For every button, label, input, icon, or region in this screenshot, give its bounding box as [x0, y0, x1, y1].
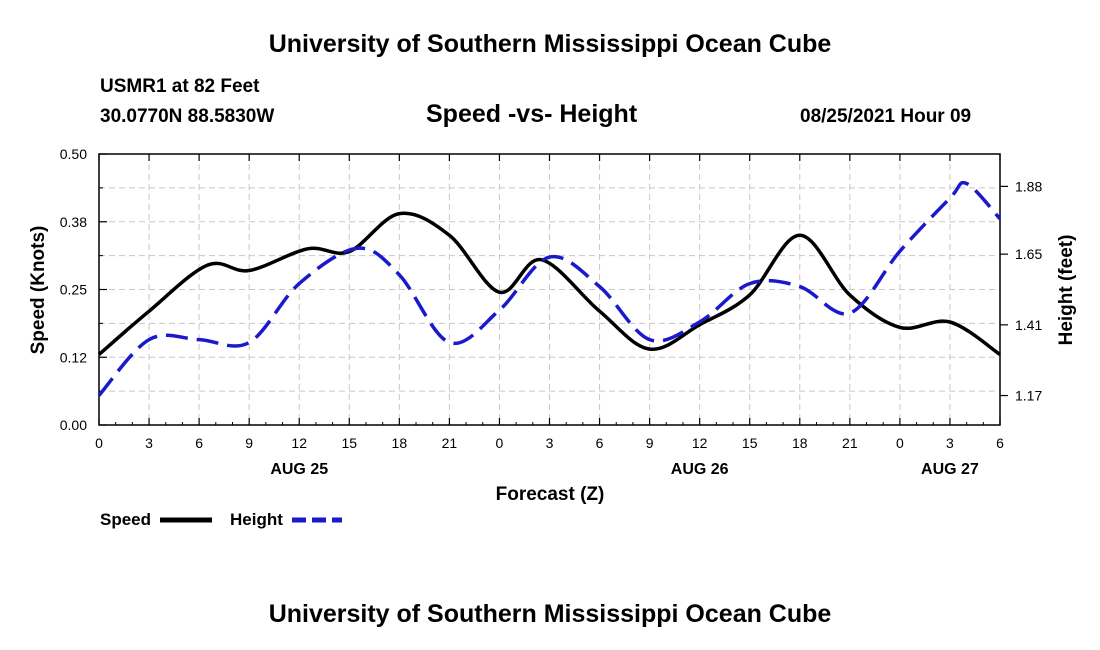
x-tick-label: 0 [896, 435, 904, 451]
series-lines [97, 180, 1002, 397]
top-title: University of Southern Mississippi Ocean… [268, 30, 832, 58]
x-tick-label: 6 [596, 435, 604, 451]
y-left-tick-label: 0.00 [60, 417, 87, 433]
coordinates-label: 30.0770N 88.5830W [100, 106, 275, 127]
y-left-tick-label: 0.50 [60, 146, 87, 162]
y-left-tick-label: 0.38 [60, 214, 87, 230]
x-tick-label: 3 [546, 435, 554, 451]
legend-speed-label: Speed [100, 510, 151, 529]
x-tick-label: 18 [392, 435, 408, 451]
grid-lines [99, 154, 1000, 425]
x-tick-label: 21 [842, 435, 858, 451]
y-right-tick-label: 1.17 [1015, 388, 1042, 404]
y-right-tick-label: 1.65 [1015, 246, 1042, 262]
x-tick-label: 15 [341, 435, 357, 451]
x-tick-label: 6 [195, 435, 203, 451]
x-tick-label: 3 [145, 435, 153, 451]
speed-series-line [97, 211, 1001, 356]
date-label: AUG 25 [270, 461, 328, 478]
x-tick-label: 12 [291, 435, 307, 451]
y-axis-left-label: Speed (Knots) [28, 226, 49, 355]
x-tick-label: 0 [95, 435, 103, 451]
x-tick-label: 9 [646, 435, 654, 451]
x-tick-label: 21 [442, 435, 458, 451]
y-axis-right-label: Height (feet) [1056, 235, 1077, 346]
x-tick-label: 0 [496, 435, 504, 451]
height-series-line [97, 180, 1002, 397]
y-right-tick-label: 1.88 [1015, 178, 1042, 194]
x-tick-label: 15 [742, 435, 758, 451]
x-tick-label: 6 [996, 435, 1004, 451]
x-axis-label: Forecast (Z) [496, 484, 605, 505]
y-left-tick-label: 0.25 [60, 282, 87, 298]
x-tick-label: 18 [792, 435, 808, 451]
date-label: AUG 27 [921, 461, 979, 478]
bottom-title: University of Southern Mississippi Ocean… [268, 600, 832, 628]
plot-title: Speed -vs- Height [426, 100, 638, 128]
y-right-tick-label: 1.41 [1015, 317, 1042, 333]
x-tick-label: 12 [692, 435, 708, 451]
legend-height-label: Height [230, 510, 283, 529]
axis-ticks: 0 3 6 9 12 15 18 21 0 3 6 9 12 15 18 21 0 3 6 AUG 25 AUG 26 A… [60, 146, 1043, 478]
station-label: USMR1 at 82 Feet [100, 76, 260, 97]
x-tick-label: 3 [946, 435, 954, 451]
x-tick-label: 9 [245, 435, 253, 451]
timestamp-label: 08/25/2021 Hour 09 [800, 106, 972, 127]
date-label: AUG 26 [671, 461, 729, 478]
y-left-tick-label: 0.12 [60, 349, 87, 365]
